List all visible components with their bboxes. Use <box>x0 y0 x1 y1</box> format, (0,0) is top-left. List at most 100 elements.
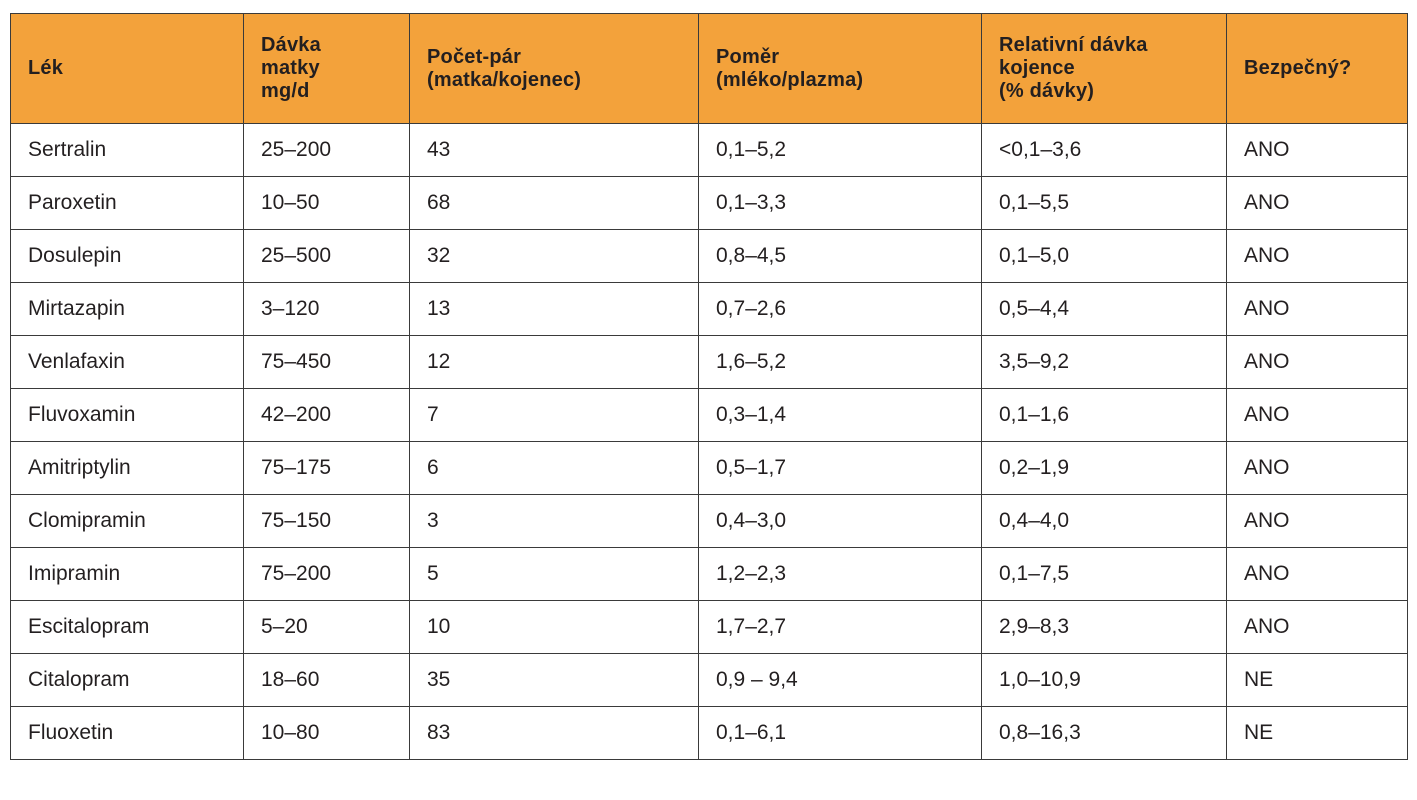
safe-cell: ANO <box>1226 494 1408 548</box>
table-row: Mirtazapin 3–120 13 0,7–2,6 0,5–4,4 ANO <box>10 282 1408 336</box>
header-drug-line: Lék <box>28 57 64 79</box>
relative-infant-dose-cell: 3,5–9,2 <box>981 335 1227 389</box>
table-row: Amitriptylin 75–175 6 0,5–1,7 0,2–1,9 ANO <box>10 441 1408 495</box>
table-row: Venlafaxin 75–450 12 1,6–5,2 3,5–9,2 ANO <box>10 335 1408 389</box>
table-header: Lék Dávka matky mg/d Počet-pár (matka/kojenec… <box>10 13 1408 124</box>
safe-cell: ANO <box>1226 388 1408 442</box>
drug-name-cell: Dosulepin <box>10 229 244 283</box>
safe-cell: ANO <box>1226 600 1408 654</box>
milk-plasma-ratio-cell: 0,1–3,3 <box>698 176 982 230</box>
drug-name-cell: Imipramin <box>10 547 244 601</box>
table-row: Citalopram 18–60 35 0,9 – 9,4 1,0–10,9 NE <box>10 653 1408 707</box>
maternal-dose-cell: 5–20 <box>243 600 410 654</box>
safe-cell: ANO <box>1226 547 1408 601</box>
safe-cell: ANO <box>1226 229 1408 283</box>
relative-infant-dose-cell: 2,9–8,3 <box>981 600 1227 654</box>
maternal-dose-cell: 75–175 <box>243 441 410 495</box>
drug-name-cell: Amitriptylin <box>10 441 244 495</box>
pair-count-cell: 6 <box>409 441 699 495</box>
header-maternal-dose: Dávka matky mg/d <box>243 13 410 124</box>
maternal-dose-cell: 25–200 <box>243 123 410 177</box>
maternal-dose-cell: 10–50 <box>243 176 410 230</box>
table-row: Fluoxetin 10–80 83 0,1–6,1 0,8–16,3 NE <box>10 706 1408 760</box>
relative-infant-dose-cell: 1,0–10,9 <box>981 653 1227 707</box>
header-safe-line: Bezpečný? <box>1244 57 1352 79</box>
milk-plasma-ratio-cell: 0,1–5,2 <box>698 123 982 177</box>
drug-name-cell: Escitalopram <box>10 600 244 654</box>
header-maternal-dose-line: mg/d <box>261 80 310 102</box>
antidepressant-lactation-table: Lék Dávka matky mg/d Počet-pár (matka/kojenec… <box>10 13 1408 760</box>
maternal-dose-cell: 18–60 <box>243 653 410 707</box>
milk-plasma-ratio-cell: 0,8–4,5 <box>698 229 982 283</box>
maternal-dose-cell: 75–200 <box>243 547 410 601</box>
pair-count-cell: 7 <box>409 388 699 442</box>
pair-count-cell: 13 <box>409 282 699 336</box>
drug-name-cell: Venlafaxin <box>10 335 244 389</box>
safe-cell: ANO <box>1226 123 1408 177</box>
pair-count-cell: 32 <box>409 229 699 283</box>
table-row: Escitalopram 5–20 10 1,7–2,7 2,9–8,3 ANO <box>10 600 1408 654</box>
milk-plasma-ratio-cell: 1,6–5,2 <box>698 335 982 389</box>
relative-infant-dose-cell: 0,1–7,5 <box>981 547 1227 601</box>
table-body: Sertralin 25–200 43 0,1–5,2 <0,1–3,6 ANO Parox… <box>10 123 1408 760</box>
pair-count-cell: 43 <box>409 123 699 177</box>
milk-plasma-ratio-cell: 0,4–3,0 <box>698 494 982 548</box>
milk-plasma-ratio-cell: 0,5–1,7 <box>698 441 982 495</box>
header-pair-count: Počet-pár (matka/kojenec) <box>409 13 699 124</box>
pair-count-cell: 35 <box>409 653 699 707</box>
header-pair-count-line: (matka/kojenec) <box>427 68 582 91</box>
relative-infant-dose-cell: 0,1–5,0 <box>981 229 1227 283</box>
header-milk-plasma-ratio: Poměr (mléko/plazma) <box>698 13 982 124</box>
header-relative-infant-dose-line: Relativní dávka <box>999 34 1148 56</box>
header-milk-plasma-ratio-line: Poměr <box>716 45 780 68</box>
relative-infant-dose-cell: <0,1–3,6 <box>981 123 1227 177</box>
drug-name-cell: Paroxetin <box>10 176 244 230</box>
pair-count-cell: 10 <box>409 600 699 654</box>
header-relative-infant-dose-line: (% dávky) <box>999 80 1095 102</box>
milk-plasma-ratio-cell: 0,9 – 9,4 <box>698 653 982 707</box>
safe-cell: ANO <box>1226 176 1408 230</box>
table-row: Sertralin 25–200 43 0,1–5,2 <0,1–3,6 ANO <box>10 123 1408 177</box>
drug-name-cell: Fluoxetin <box>10 706 244 760</box>
relative-infant-dose-cell: 0,2–1,9 <box>981 441 1227 495</box>
safe-cell: NE <box>1226 706 1408 760</box>
safe-cell: NE <box>1226 653 1408 707</box>
drug-name-cell: Clomipramin <box>10 494 244 548</box>
pair-count-cell: 5 <box>409 547 699 601</box>
milk-plasma-ratio-cell: 0,7–2,6 <box>698 282 982 336</box>
drug-name-cell: Mirtazapin <box>10 282 244 336</box>
maternal-dose-cell: 25–500 <box>243 229 410 283</box>
table-row: Paroxetin 10–50 68 0,1–3,3 0,1–5,5 ANO <box>10 176 1408 230</box>
table-row: Fluvoxamin 42–200 7 0,3–1,4 0,1–1,6 ANO <box>10 388 1408 442</box>
maternal-dose-cell: 3–120 <box>243 282 410 336</box>
milk-plasma-ratio-cell: 0,3–1,4 <box>698 388 982 442</box>
antidepressant-lactation-table-container: Lék Dávka matky mg/d Počet-pár (matka/kojenec… <box>10 13 1408 760</box>
drug-name-cell: Fluvoxamin <box>10 388 244 442</box>
header-drug: Lék <box>10 13 244 124</box>
maternal-dose-cell: 42–200 <box>243 388 410 442</box>
header-row: Lék Dávka matky mg/d Počet-pár (matka/kojenec… <box>10 13 1408 124</box>
pair-count-cell: 3 <box>409 494 699 548</box>
pair-count-cell: 83 <box>409 706 699 760</box>
maternal-dose-cell: 75–150 <box>243 494 410 548</box>
safe-cell: ANO <box>1226 282 1408 336</box>
milk-plasma-ratio-cell: 1,7–2,7 <box>698 600 982 654</box>
table-row: Dosulepin 25–500 32 0,8–4,5 0,1–5,0 ANO <box>10 229 1408 283</box>
header-maternal-dose-line: Dávka <box>261 34 321 56</box>
maternal-dose-cell: 75–450 <box>243 335 410 389</box>
drug-name-cell: Sertralin <box>10 123 244 177</box>
relative-infant-dose-cell: 0,5–4,4 <box>981 282 1227 336</box>
relative-infant-dose-cell: 0,4–4,0 <box>981 494 1227 548</box>
header-maternal-dose-line: matky <box>261 57 320 79</box>
table-row: Clomipramin 75–150 3 0,4–3,0 0,4–4,0 ANO <box>10 494 1408 548</box>
safe-cell: ANO <box>1226 441 1408 495</box>
relative-infant-dose-cell: 0,1–5,5 <box>981 176 1227 230</box>
drug-name-cell: Citalopram <box>10 653 244 707</box>
relative-infant-dose-cell: 0,1–1,6 <box>981 388 1227 442</box>
header-safe: Bezpečný? <box>1226 13 1408 124</box>
header-pair-count-line: Počet-pár <box>427 45 522 68</box>
header-relative-infant-dose: Relativní dávka kojence (% dávky) <box>981 13 1227 124</box>
header-milk-plasma-ratio-line: (mléko/plazma) <box>716 68 864 91</box>
safe-cell: ANO <box>1226 335 1408 389</box>
maternal-dose-cell: 10–80 <box>243 706 410 760</box>
